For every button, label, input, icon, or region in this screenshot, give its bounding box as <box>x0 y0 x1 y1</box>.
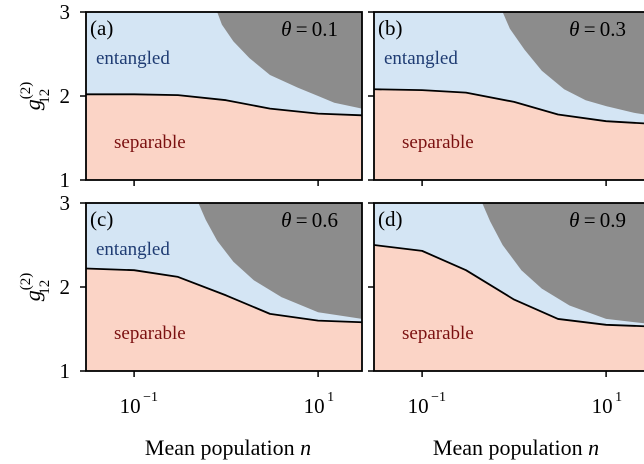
theta-annotation: θ = 0.3 <box>569 17 626 41</box>
y-axis-title-text: g(2) 12 <box>18 273 53 302</box>
x-tick-label: 10 <box>304 394 325 418</box>
x-tick-label: 10 <box>120 394 141 418</box>
x-tick-exponent: 1 <box>615 390 622 405</box>
panel-tag: (a) <box>90 16 113 40</box>
gray-region <box>198 203 362 319</box>
boundary-curve <box>374 88 644 125</box>
y-tick-label: 1 <box>60 359 71 383</box>
panel-plot-area <box>374 12 644 180</box>
x-tick-label: 10 <box>408 394 429 418</box>
y-tick-label: 3 <box>60 0 71 24</box>
x-tick-exponent: −1 <box>431 390 446 405</box>
panel-d: separable(d) θ = 0.910 −1 10 1 <box>368 202 644 418</box>
separable-label: separable <box>114 323 186 344</box>
boundary-curve <box>374 244 644 328</box>
x-tick-label: 10 <box>592 394 613 418</box>
panel-tag: (b) <box>378 16 403 40</box>
separable-label: separable <box>114 132 186 153</box>
entangled-label: entangled <box>384 48 458 69</box>
separable-region <box>86 94 362 180</box>
panel-plot-area <box>374 203 644 371</box>
theta-annotation: θ = 0.6 <box>281 208 338 232</box>
entangled-label: entangled <box>96 239 170 260</box>
separable-region <box>86 268 362 371</box>
gray-region <box>482 203 644 324</box>
theta-annotation: θ = 0.1 <box>281 17 338 41</box>
panel-b: entangled separable (b) θ = 0.3 <box>368 11 644 186</box>
y-tick-label: 1 <box>60 168 71 192</box>
y-tick-label: 2 <box>60 84 71 108</box>
separable-region <box>374 245 644 371</box>
x-axis-title: Mean population n <box>145 435 311 460</box>
entangled-label: entangled <box>96 48 170 69</box>
y-tick-label: 3 <box>60 191 71 215</box>
boundary-curve <box>86 93 362 117</box>
boundary-curve <box>86 267 362 324</box>
x-tick-exponent: 1 <box>327 390 334 405</box>
x-axis-title: Mean population n <box>433 435 599 460</box>
panel-tag: (d) <box>378 207 403 231</box>
y-tick-label: 2 <box>60 275 71 299</box>
panel-plot-area <box>86 12 362 180</box>
panel-plot-area <box>86 203 362 371</box>
gray-region <box>502 12 644 115</box>
separable-region <box>374 89 644 180</box>
panel-tag: (c) <box>90 207 113 231</box>
y-axis-title: g(2) 12 <box>18 273 53 302</box>
y-axis-title: g(2) 12 <box>18 82 53 111</box>
x-tick-exponent: −1 <box>143 390 158 405</box>
theta-annotation: θ = 0.9 <box>569 208 626 232</box>
separable-label: separable <box>402 323 474 344</box>
gray-region <box>217 12 362 109</box>
panel-a: entangled separable (a) θ = 0.1 1 2 3 <box>60 0 363 192</box>
y-axis-title-text: g(2) 12 <box>18 82 53 111</box>
separable-label: separable <box>402 132 474 153</box>
